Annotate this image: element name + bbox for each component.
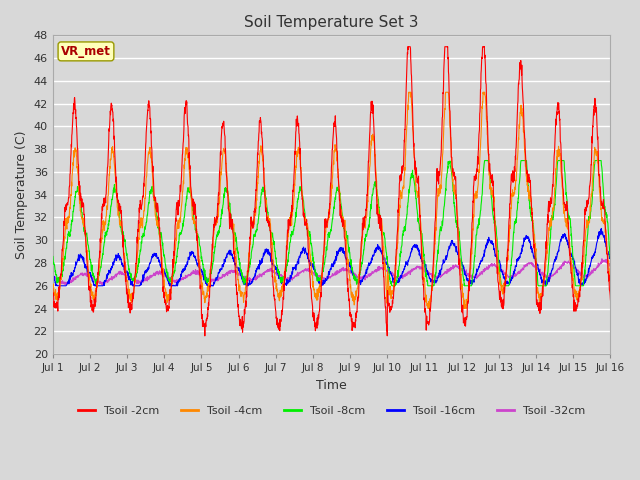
Text: VR_met: VR_met [61,45,111,58]
Title: Soil Temperature Set 3: Soil Temperature Set 3 [244,15,419,30]
X-axis label: Time: Time [316,379,347,392]
Y-axis label: Soil Temperature (C): Soil Temperature (C) [15,131,28,259]
Legend: Tsoil -2cm, Tsoil -4cm, Tsoil -8cm, Tsoil -16cm, Tsoil -32cm: Tsoil -2cm, Tsoil -4cm, Tsoil -8cm, Tsoi… [74,401,589,420]
